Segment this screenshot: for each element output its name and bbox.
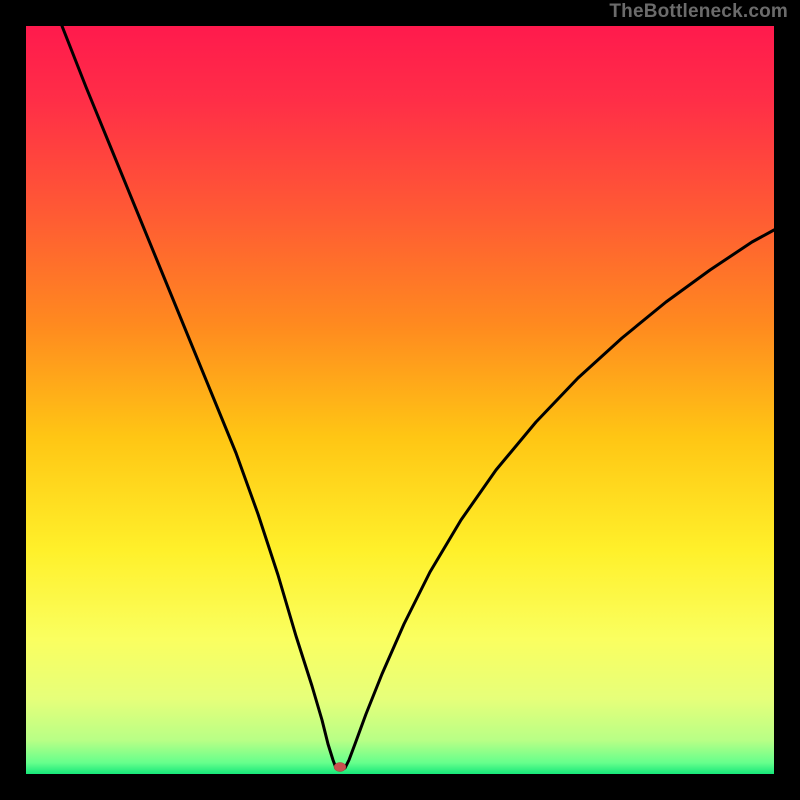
min-marker xyxy=(334,763,346,772)
watermark-text: TheBottleneck.com xyxy=(609,1,788,23)
gradient-background xyxy=(26,26,774,774)
plot-area xyxy=(26,26,774,774)
chart-frame: TheBottleneck.com xyxy=(0,0,800,800)
plot-svg xyxy=(26,26,774,774)
